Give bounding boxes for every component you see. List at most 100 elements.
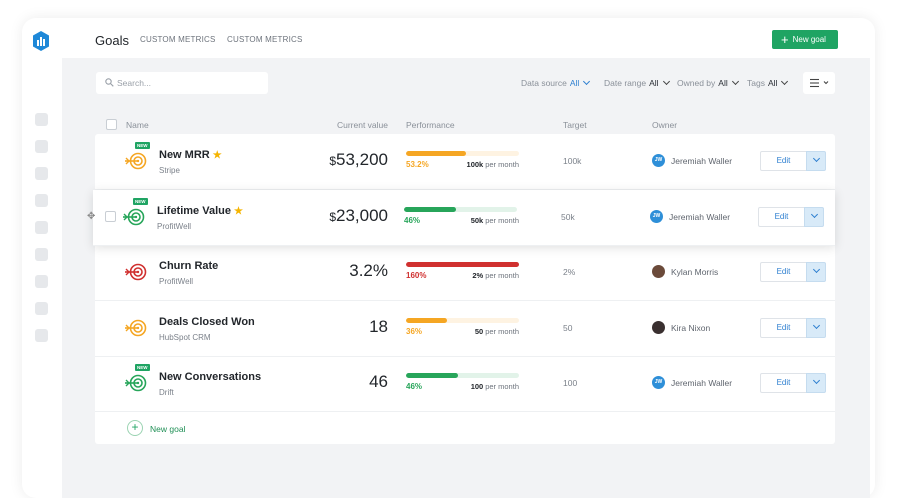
target-label: 100k per month	[467, 160, 519, 169]
current-value: 3.2%	[349, 261, 388, 281]
nav-item[interactable]	[35, 248, 48, 261]
target-icon	[125, 374, 147, 392]
drag-handle[interactable]: ✥	[87, 210, 96, 222]
value: 3.2%	[349, 261, 388, 280]
chevron	[731, 77, 739, 86]
row-checkbox[interactable]	[105, 210, 116, 222]
filter[interactable]: Owned by All	[677, 77, 739, 88]
chevron	[662, 77, 670, 86]
target-icon	[123, 208, 145, 225]
target: 50	[563, 322, 573, 333]
star: ★	[233, 205, 243, 217]
nav-item[interactable]	[35, 221, 48, 234]
edit-dropdown[interactable]	[804, 206, 824, 227]
goal-row[interactable]: ✥ NEW Lifetime Value ★ ProfitWell $23,000 46% 5…	[87, 189, 835, 246]
target-amount: 100k	[466, 160, 484, 169]
goal-source: HubSpot CRM	[159, 332, 211, 342]
edit-button[interactable]: Edit	[760, 262, 807, 282]
nav-item[interactable]	[35, 329, 48, 342]
goal-icon	[123, 316, 149, 338]
target: 100	[563, 378, 578, 388]
goal-source: ProfitWell	[159, 277, 194, 286]
goal-icon	[123, 260, 149, 282]
filter[interactable]: Tags All	[747, 77, 789, 88]
goal-name: Churn Rate	[159, 260, 218, 272]
goal-name-text: Lifetime Value	[157, 204, 231, 217]
filter[interactable]: Data source All	[521, 77, 591, 88]
new-badge: NEW	[133, 197, 148, 205]
nav-item[interactable]	[35, 194, 48, 207]
target-unit: per month	[485, 271, 519, 280]
owner: Jeremiah Waller	[671, 378, 733, 388]
chevron	[810, 210, 818, 218]
goal-row[interactable]: NEW New Conversations Drift 46 46% 100 per mon…	[95, 356, 835, 412]
goal-name: Deals Closed Won	[159, 316, 255, 328]
goal-icon: NEW	[121, 197, 148, 227]
logo[interactable]	[32, 31, 50, 51]
goal-icon: NEW	[123, 142, 150, 171]
search-icon	[105, 78, 114, 87]
edit-button[interactable]: Edit	[758, 206, 805, 227]
edit-button[interactable]: Edit	[760, 151, 807, 171]
edit-dropdown[interactable]	[806, 373, 826, 393]
tab[interactable]: CUSTOM METRICS	[227, 35, 303, 44]
goal-name: New Conversations	[159, 371, 261, 383]
filter-label: Data source	[521, 78, 567, 88]
filter[interactable]: Date range All	[604, 77, 670, 88]
target-label: 50k per month	[471, 216, 519, 225]
view-menu[interactable]	[803, 72, 835, 94]
edit-dropdown[interactable]	[806, 151, 826, 171]
column-header: Target	[563, 120, 587, 130]
menu-icon	[810, 78, 829, 88]
avatar: JW	[652, 376, 665, 389]
nav-item[interactable]	[35, 275, 48, 288]
value: 46	[369, 372, 388, 391]
select-all-checkbox[interactable]	[106, 119, 117, 130]
target-unit: per month	[485, 215, 519, 225]
progress-track	[406, 317, 519, 323]
goal-row[interactable]: Churn Rate ProfitWell 3.2% 160% 2% per month 2…	[95, 245, 835, 301]
progress-fill	[406, 317, 447, 323]
edit-button[interactable]: Edit	[760, 317, 807, 338]
column-header: Performance	[406, 120, 455, 130]
page-title: Goals	[95, 33, 129, 48]
target-icon	[125, 319, 147, 336]
progress-fill	[406, 151, 467, 156]
nav-item[interactable]	[35, 113, 48, 126]
goal-name-text: Deals Closed Won	[159, 315, 255, 328]
nav-item[interactable]	[35, 302, 48, 315]
search-box[interactable]: Search...	[96, 72, 268, 94]
target: 100k	[563, 156, 582, 166]
performance-label: 160%	[406, 271, 427, 280]
new-badge: NEW	[135, 142, 150, 149]
new-goal-button[interactable]: + New goal	[772, 30, 838, 49]
nav-item[interactable]	[35, 167, 48, 180]
tab[interactable]: CUSTOM METRICS	[140, 35, 216, 44]
add-goal-link[interactable]: New goal	[150, 424, 186, 434]
add-icon[interactable]: +	[127, 420, 143, 436]
goal-name-text: New Conversations	[159, 371, 262, 383]
currency: $	[329, 154, 336, 168]
edit-button[interactable]: Edit	[760, 373, 807, 393]
performance-label: 53.2%	[406, 160, 429, 169]
chevron	[812, 265, 820, 274]
edit-dropdown[interactable]	[806, 317, 826, 338]
owner: Jeremiah Waller	[669, 211, 731, 222]
performance-label: 46%	[404, 215, 421, 225]
progress-track	[406, 373, 519, 378]
progress-track	[406, 262, 519, 267]
search-placeholder: Search...	[117, 78, 152, 88]
button-label: New goal	[792, 35, 826, 44]
filter-label: Owned by	[677, 78, 716, 88]
target: 2%	[563, 267, 576, 277]
goal-row[interactable]: Deals Closed Won HubSpot CRM 18 36% 50 per mo…	[95, 301, 835, 357]
current-value: $53,200	[329, 150, 388, 170]
initials: JW	[654, 157, 663, 163]
new-badge: NEW	[135, 364, 150, 371]
edit-dropdown[interactable]	[806, 262, 826, 282]
nav-item[interactable]	[35, 140, 48, 153]
goal-row[interactable]: NEW New MRR ★ Stripe $53,200 53.2% 100k per mon…	[95, 134, 835, 190]
chevron	[812, 154, 820, 163]
performance-label: 36%	[406, 326, 423, 336]
chevron	[812, 321, 820, 329]
